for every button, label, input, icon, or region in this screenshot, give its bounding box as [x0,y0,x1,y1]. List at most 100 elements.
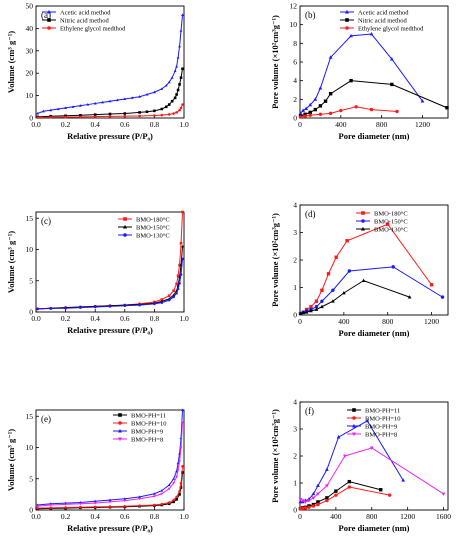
series-line [300,280,410,315]
data-point [176,468,180,472]
y-tick-label: 15 [26,412,34,421]
data-point [311,491,316,496]
data-point [179,481,183,485]
data-point [318,104,323,108]
data-point [138,504,141,507]
data-point [314,299,319,303]
y-tick-label: 3 [293,425,297,434]
legend-marker [118,413,122,417]
data-point [325,496,329,500]
data-point [49,307,53,310]
data-point [387,493,392,497]
x-tick-label: 1200 [400,512,415,521]
data-point [164,105,168,109]
data-point [334,489,338,493]
data-point [307,499,311,503]
series-1 [36,67,184,119]
panel-label: (a) [41,10,51,20]
data-point [160,301,164,304]
y-tick-label: 6 [293,58,297,67]
data-point [108,115,112,118]
data-point [316,483,320,488]
legend-marker [118,437,122,442]
x-tick-label: 0.6 [120,512,130,521]
data-point [309,305,313,309]
data-point [172,500,175,504]
y-tick-label: 1 [293,479,297,488]
x-tick-label: 0.2 [61,512,71,521]
y-tick-label: 10 [290,20,298,29]
legend-marker [118,421,122,425]
data-point [93,505,97,509]
series-3 [36,421,184,508]
data-point [145,110,149,114]
data-point [179,446,183,450]
data-point [316,492,320,496]
y-tick-label: 0 [293,506,297,515]
data-point [175,495,178,499]
data-point [179,486,183,489]
data-point [108,500,112,504]
data-point [176,88,180,92]
x-axis-label: Pore diameter (nm) [339,131,410,141]
data-point [178,108,181,112]
x-tick-label: 0.2 [61,314,71,323]
data-point [123,97,127,100]
chart-panel-e: 0.0 0.2 0.4 0.6 0.8 1.0 0 5 10 15 Relative pressur… [6,408,189,533]
data-point [49,116,53,119]
data-point [325,484,329,488]
y-tick-label: 4 [293,201,297,210]
data-point [304,106,308,111]
x-tick-label: 800 [382,317,394,326]
series-line [300,266,443,315]
data-point [320,288,324,292]
data-point [328,92,333,96]
data-point [361,278,366,282]
data-point [314,305,319,309]
data-point [176,274,180,278]
data-point [175,475,179,479]
legend-marker [345,9,349,14]
data-point [318,112,323,116]
data-point [300,499,305,503]
data-point [152,90,156,94]
series-1 [36,464,184,510]
x-tick-label: 1.0 [179,314,189,323]
chart-panel-d: 0 400 800 1200 0 1 2 3 4 Pore diameter (nm) Pore v… [270,201,449,338]
data-point [391,265,395,269]
data-point [178,281,181,285]
data-point [153,114,156,117]
x-tick-label: 0.6 [120,314,130,323]
data-point [138,95,142,98]
series-0 [298,479,383,511]
data-point [172,112,175,115]
x-tick-label: 0.4 [91,512,101,521]
data-point [101,100,105,104]
data-point [320,304,324,309]
data-point [79,306,82,309]
y-tick-label: 2 [293,256,297,265]
data-point [49,503,53,507]
data-point [316,500,320,504]
data-point [167,80,171,84]
x-tick-label: 400 [338,317,350,326]
data-point [298,497,303,502]
data-point [347,485,352,489]
data-point [318,86,323,90]
x-tick-label: 400 [330,512,342,521]
x-tick-label: 0.0 [31,512,41,521]
panel-label: (c) [41,216,51,226]
legend-label: BMO-150°C [374,218,408,225]
series-line [37,472,184,510]
data-point [172,498,175,502]
legend-label: BMO-PH=9 [365,423,397,430]
legend-marker [361,226,365,231]
data-point [308,113,312,117]
data-point [172,482,176,485]
legend-label: Acetic acid method [60,9,111,16]
panel-label: (b) [305,10,316,20]
legend-label: BMO-PH=11 [131,412,166,419]
data-point [300,506,305,511]
x-tick-label: 400 [335,120,347,129]
